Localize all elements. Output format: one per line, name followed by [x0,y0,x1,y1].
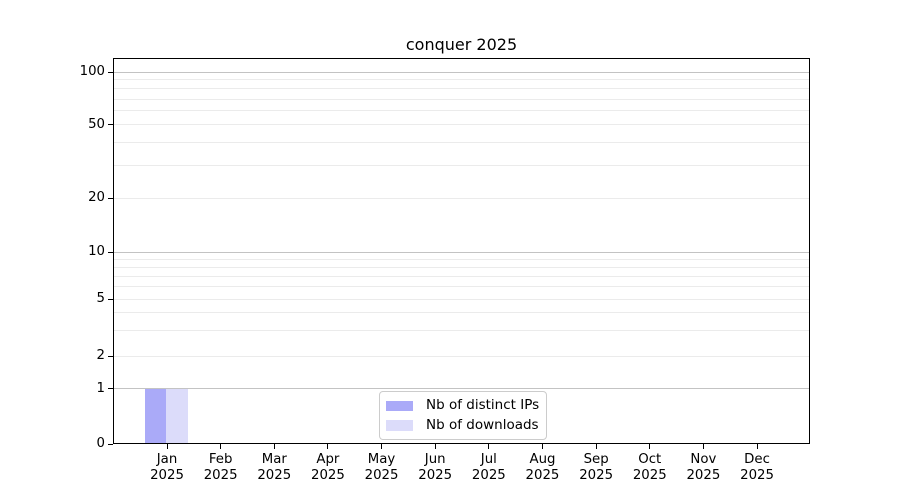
x-tick-mark [220,444,222,449]
month-label: Jan [156,452,178,467]
grid-line-minor [113,197,810,199]
y-axis-tick-label: 1 [96,380,105,396]
bar-distinct-ips [144,388,166,444]
year-label: 2025 [471,468,506,483]
y-tick-mark [107,298,113,300]
legend-swatch-distinct-ips [386,400,413,411]
y-axis-tick-label: 10 [88,244,105,259]
month-label: Mar [261,452,287,467]
grid-line-minor [113,141,810,143]
grid-line-minor [113,110,810,112]
month-label: Jul [480,452,497,467]
x-axis-tick-label: Jul 2025 [447,452,531,484]
year-label: 2025 [632,468,667,483]
grid-line-minor [113,312,810,314]
x-tick-mark [649,444,651,449]
y-axis-tick-label: 2 [96,348,105,363]
y-axis-tick-label: 5 [96,291,105,306]
y-axis-tick-label: 0 [96,436,105,451]
grid-line-minor [113,79,810,81]
x-tick-mark [434,444,436,449]
x-tick-mark [488,444,490,449]
year-label: 2025 [203,468,238,483]
y-tick-mark [107,443,113,445]
bar-downloads [166,388,188,444]
legend-label-downloads: Nb of downloads [426,416,539,433]
year-label: 2025 [686,468,721,483]
month-label: May [367,452,396,467]
x-axis-tick-label: Aug 2025 [500,452,584,484]
year-label: 2025 [310,468,345,483]
grid-line-minor [113,124,810,125]
grid-line-minor [113,298,810,300]
x-axis-tick-label: Apr 2025 [286,452,370,484]
x-tick-mark [327,444,329,449]
grid-line-minor [113,164,810,166]
year-label: 2025 [364,468,399,483]
chart-title: conquer 2025 [405,35,518,54]
y-axis-tick-label: 20 [88,190,105,205]
month-label: Oct [638,452,662,467]
grid-line-minor [113,98,810,100]
grid-line-major [113,388,810,389]
x-tick-mark [273,444,275,449]
x-axis-tick-label: Jun 2025 [393,452,477,484]
x-tick-mark [381,444,383,449]
y-tick-mark [107,251,113,253]
grid-line-minor [113,330,810,332]
x-tick-mark [595,444,597,449]
grid-line-minor [113,275,810,277]
legend-item-distinct-ips: Nb of distinct IPs [386,396,539,416]
y-tick-mark [107,355,113,357]
x-axis-tick-label: Nov 2025 [661,452,745,484]
x-tick-mark [541,444,543,449]
y-axis-tick-label: 50 [88,116,105,132]
month-label: Aug [529,452,556,467]
month-label: Feb [208,452,233,467]
year-label: 2025 [525,468,560,483]
x-axis-tick-label: May 2025 [340,452,424,484]
year-label: 2025 [579,468,614,483]
month-label: Jun [424,452,446,467]
x-axis-tick-label: Jan 2025 [125,452,209,484]
x-axis-tick-label: Sep 2025 [554,452,638,484]
month-label: Sep [583,452,609,467]
month-label: Nov [690,452,717,467]
y-axis-tick-label: 100 [79,64,105,79]
grid-line-minor [113,286,810,288]
grid-line-major [113,251,810,253]
x-axis-tick-label: Dec 2025 [715,452,799,484]
x-axis-tick-label: Feb 2025 [179,452,263,484]
month-label: Apr [316,452,340,467]
year-label: 2025 [740,468,774,483]
year-label: 2025 [257,468,292,483]
x-axis-tick-label: Oct 2025 [608,452,692,484]
x-tick-mark [166,444,168,449]
x-tick-mark [756,444,758,449]
x-axis-tick-label: Mar 2025 [232,452,316,484]
grid-line-minor [113,266,810,268]
y-tick-mark [107,388,113,389]
grid-line-minor [113,258,810,260]
grid-line-minor [113,355,810,357]
legend: Nb of distinct IPs Nb of downloads [379,391,548,440]
legend-item-downloads: Nb of downloads [386,416,539,436]
x-tick-mark [702,444,704,449]
y-tick-mark [107,71,113,73]
legend-swatch-downloads [386,420,413,431]
month-label: Dec [744,452,770,467]
legend-label-distinct-ips: Nb of distinct IPs [426,397,540,414]
y-tick-mark [107,197,113,199]
grid-line-minor [113,88,810,90]
y-tick-mark [107,124,113,125]
year-label: 2025 [418,468,453,483]
grid-line-major [113,71,810,73]
year-label: 2025 [150,468,184,483]
